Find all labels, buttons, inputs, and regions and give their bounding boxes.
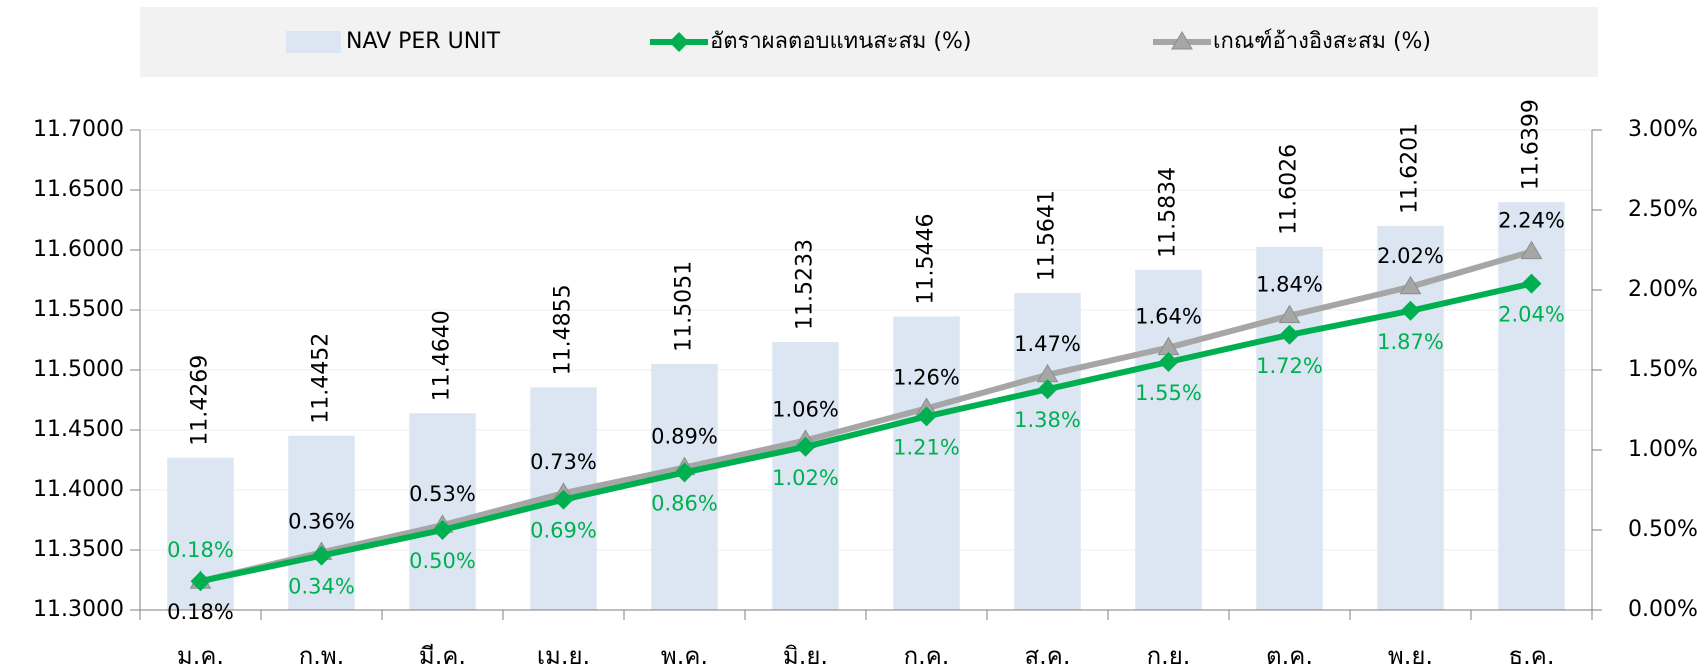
x-tick-label: เม.ย. — [537, 642, 590, 667]
bar-value-label: 11.5446 — [914, 213, 939, 304]
line-value-label: 0.86% — [651, 491, 718, 515]
line-value-label: 1.72% — [1256, 354, 1323, 378]
y-tick-label: 11.5000 — [33, 357, 124, 382]
line-value-label: 1.02% — [772, 466, 839, 490]
x-tick-label: พ.ย. — [1388, 642, 1433, 667]
y-tick-label: 11.5500 — [33, 297, 124, 322]
bar-value-label: 11.6399 — [1519, 99, 1544, 190]
marker — [1278, 304, 1301, 324]
line-value-label: 1.55% — [1135, 381, 1202, 405]
x-tick-label: ต.ค. — [1266, 642, 1313, 667]
line-value-label: 1.06% — [772, 397, 839, 421]
y-tick-label: 11.3000 — [33, 597, 124, 622]
line-value-label: 2.24% — [1498, 209, 1565, 233]
bar — [772, 342, 839, 610]
bar-value-label: 11.4269 — [188, 355, 213, 446]
y2-tick-label: 3.00% — [1628, 117, 1698, 142]
legend-background — [140, 7, 1598, 77]
bar — [651, 363, 718, 610]
line-value-label: 0.36% — [288, 509, 355, 533]
line-value-label: 2.02% — [1377, 244, 1444, 268]
line-value-label: 2.04% — [1498, 303, 1565, 327]
y2-tick-label: 1.00% — [1628, 437, 1698, 462]
y-tick-label: 11.6500 — [33, 177, 124, 202]
marker — [1037, 379, 1058, 400]
bar-value-label: 11.4640 — [430, 310, 455, 401]
bar — [1498, 202, 1565, 610]
line-value-label: 1.47% — [1014, 332, 1081, 356]
marker — [795, 436, 816, 457]
x-tick-label: ม.ค. — [177, 642, 224, 667]
line — [199, 280, 1533, 585]
line — [199, 248, 1533, 585]
marker — [1399, 275, 1422, 295]
legend-label: NAV PER UNIT — [346, 29, 501, 54]
bar-value-label: 11.6026 — [1277, 144, 1302, 235]
legend-swatch — [286, 31, 341, 53]
y-tick-label: 11.4500 — [33, 417, 124, 442]
bar-value-label: 11.6201 — [1398, 123, 1423, 214]
bar-value-label: 11.5051 — [672, 261, 697, 352]
bar — [893, 316, 960, 610]
x-tick-label: ส.ค. — [1025, 642, 1071, 667]
line-value-label: 0.18% — [167, 538, 234, 562]
line-value-label: 1.26% — [893, 365, 960, 389]
bar — [409, 413, 476, 610]
x-tick-label: ก.ย. — [1147, 642, 1191, 667]
marker — [1521, 273, 1542, 294]
line-value-label: 0.73% — [530, 450, 597, 474]
y-tick-label: 11.6000 — [33, 237, 124, 262]
x-tick-label: มี.ค. — [419, 642, 466, 667]
y-tick-label: 11.4000 — [33, 477, 124, 502]
marker — [916, 406, 937, 427]
line-value-label: 0.50% — [409, 549, 476, 573]
legend-label: อัตราผลตอบแทนสะสม (%) — [710, 29, 971, 54]
y2-tick-label: 2.50% — [1628, 197, 1698, 222]
bar — [1014, 293, 1081, 610]
line-value-label: 1.21% — [893, 435, 960, 459]
legend-label: เกณฑ์อ้างอิงสะสม (%) — [1213, 29, 1431, 54]
line-value-label: 0.34% — [288, 575, 355, 599]
legend-marker — [1171, 31, 1193, 50]
bar-value-label: 11.5834 — [1156, 167, 1181, 258]
line-value-label: 0.18% — [167, 600, 234, 624]
line-value-label: 1.64% — [1135, 305, 1202, 329]
y2-tick-label: 2.00% — [1628, 277, 1698, 302]
x-tick-label: ก.ค. — [904, 642, 950, 667]
marker — [1279, 324, 1300, 345]
y-tick-label: 11.3500 — [33, 537, 124, 562]
y2-tick-label: 0.00% — [1628, 597, 1698, 622]
bar — [1256, 246, 1323, 610]
y2-tick-label: 1.50% — [1628, 357, 1698, 382]
marker — [553, 489, 574, 510]
y2-tick-label: 0.50% — [1628, 517, 1698, 542]
y-tick-label: 11.7000 — [33, 117, 124, 142]
marker — [1520, 240, 1543, 260]
marker — [311, 545, 332, 566]
bar-value-label: 11.4452 — [309, 333, 334, 424]
line-value-label: 1.38% — [1014, 408, 1081, 432]
bar-value-label: 11.5233 — [793, 239, 818, 330]
line-value-label: 0.69% — [530, 519, 597, 543]
marker — [190, 571, 211, 592]
marker — [1400, 300, 1421, 321]
x-tick-label: ธ.ค. — [1509, 642, 1555, 667]
bar-value-label: 11.4855 — [551, 284, 576, 375]
x-tick-label: ก.พ. — [299, 642, 345, 667]
line-value-label: 0.89% — [651, 425, 718, 449]
marker — [1158, 352, 1179, 372]
marker — [432, 520, 453, 540]
line-value-label: 0.53% — [409, 482, 476, 506]
line-value-label: 1.84% — [1256, 273, 1323, 297]
line-value-label: 1.87% — [1377, 330, 1444, 354]
x-tick-label: พ.ค. — [661, 642, 708, 667]
bar — [288, 435, 355, 610]
marker — [674, 462, 695, 483]
bar — [1135, 269, 1202, 610]
legend-marker — [669, 32, 689, 52]
bar-value-label: 11.5641 — [1035, 190, 1060, 281]
x-tick-label: มิ.ย. — [783, 642, 828, 667]
